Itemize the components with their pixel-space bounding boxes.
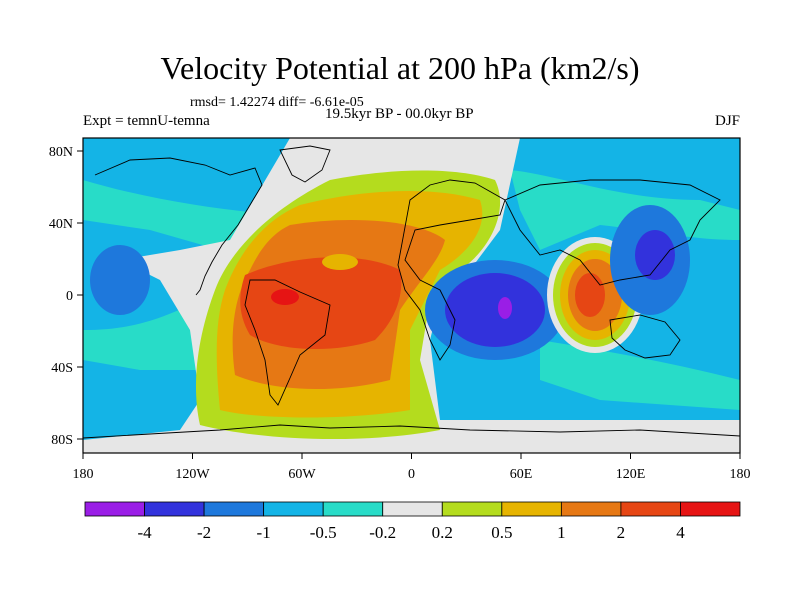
field-band-teal-south	[83, 300, 205, 370]
coast-europe-africa	[397, 179, 506, 361]
velocity-potential-field	[83, 138, 740, 453]
tick-marks	[77, 150, 741, 459]
colorbar-label: -0.5	[310, 523, 337, 542]
y-tick-label: 40N	[49, 217, 73, 232]
field-positive-redorange	[240, 257, 402, 350]
coastlines	[83, 145, 740, 439]
period-label: 19.5kyr BP - 00.0kyr BP	[325, 106, 474, 122]
x-tick-label: 180	[730, 467, 751, 482]
x-tick-label: 60E	[510, 467, 533, 482]
colorbar-swatch	[441, 501, 503, 517]
coast-north-america	[94, 157, 263, 296]
colorbar-label: 0.2	[432, 523, 453, 542]
map-title: Velocity Potential at 200 hPa (km2/s)	[160, 50, 640, 86]
coast-antarctica	[83, 424, 740, 439]
stats-text: rmsd= 1.42274 diff= -6.61e-05	[190, 95, 364, 110]
colorbar-label: -1	[257, 523, 271, 542]
y-tick-label: 40S	[51, 361, 73, 376]
y-tick-labels: 80N 40N 0 40S 80S	[49, 145, 73, 448]
y-tick-label: 0	[66, 289, 73, 304]
colorbar-label: 2	[617, 523, 626, 542]
field-positive-gold-spot	[322, 254, 358, 270]
colorbar-swatch	[680, 501, 741, 517]
colorbar-label: 0.5	[491, 523, 512, 542]
field-negative-ep-blue	[90, 245, 150, 315]
y-tick-label: 80S	[51, 433, 73, 448]
colorbar-label: -0.2	[369, 523, 396, 542]
x-tick-label: 0	[408, 467, 415, 482]
colorbar-swatch	[84, 501, 145, 517]
x-tick-labels: 180 120W 60W 0 60E 120E 180	[73, 467, 751, 482]
colorbar-swatch	[620, 501, 681, 517]
colorbar-swatch	[203, 501, 265, 517]
colorbar: -4 -2 -1 -0.5 -0.2 0.2 0.5 1 2 4	[84, 501, 741, 542]
field-positive-red-spot	[271, 289, 299, 305]
x-tick-label: 120E	[616, 467, 646, 482]
x-tick-label: 60W	[288, 467, 316, 482]
field-negative-purple-core	[498, 297, 512, 319]
x-tick-label: 180	[73, 467, 94, 482]
colorbar-swatch	[382, 501, 443, 517]
colorbar-label: -2	[197, 523, 211, 542]
colorbar-swatch	[322, 501, 384, 517]
colorbar-swatch	[501, 501, 562, 517]
coast-australia	[609, 314, 681, 359]
experiment-label: Expt = temnU-temna	[83, 113, 210, 129]
coast-greenland	[279, 145, 331, 183]
field-band-teal-indian	[540, 340, 740, 410]
coast-south-america	[244, 279, 331, 406]
colorbar-label: 4	[676, 523, 685, 542]
colorbar-label: -4	[137, 523, 152, 542]
colorbar-swatch	[560, 501, 622, 517]
colorbar-swatch	[144, 501, 205, 517]
y-tick-label: 80N	[49, 145, 73, 160]
x-tick-label: 120W	[175, 467, 210, 482]
coast-asia	[504, 179, 721, 286]
field-positive-mc-redorange	[575, 273, 605, 317]
field-negative-wp-dark	[635, 230, 675, 280]
season-label: DJF	[714, 113, 740, 129]
field-negative-blue-mid	[445, 273, 545, 347]
colorbar-label: 1	[557, 523, 566, 542]
colorbar-swatch	[263, 501, 324, 517]
